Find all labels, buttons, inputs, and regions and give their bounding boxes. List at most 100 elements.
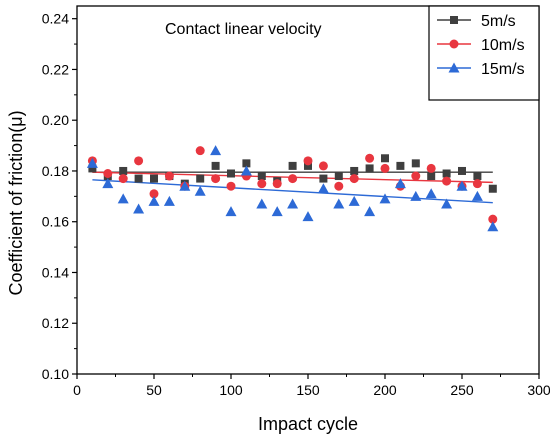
fit-line-15m-s <box>92 179 493 204</box>
point-15m-s <box>287 198 299 209</box>
point-10m-s <box>318 161 328 171</box>
point-10m-s <box>272 179 282 189</box>
x-tick-label: 0 <box>73 382 81 398</box>
point-10m-s <box>349 174 359 184</box>
point-15m-s <box>179 180 191 191</box>
point-10m-s <box>334 181 344 191</box>
legend-marker-5m-s <box>450 16 458 24</box>
point-15m-s <box>471 190 483 201</box>
legend-marker-10m-s <box>449 39 459 49</box>
point-10m-s <box>164 171 174 181</box>
point-5m-s <box>319 174 328 183</box>
point-10m-s <box>442 176 452 186</box>
point-15m-s <box>148 195 160 206</box>
point-10m-s <box>472 179 482 189</box>
point-5m-s <box>488 184 497 193</box>
point-15m-s <box>425 188 437 199</box>
point-10m-s <box>426 163 436 173</box>
point-10m-s <box>211 174 221 184</box>
point-15m-s <box>317 183 329 194</box>
point-15m-s <box>194 185 206 196</box>
point-5m-s <box>304 161 312 170</box>
point-5m-s <box>473 172 482 181</box>
point-5m-s <box>211 161 220 170</box>
point-5m-s <box>381 154 389 163</box>
y-tick-label: 0.24 <box>42 11 69 27</box>
point-10m-s <box>288 174 298 184</box>
point-5m-s <box>150 174 158 183</box>
point-10m-s <box>365 153 375 163</box>
axes-layer: 0 50 100 150 200 250 300 0.10 0.12 0.14 0.16 0.18 0.… <box>42 5 550 398</box>
point-15m-s <box>302 211 314 222</box>
point-15m-s <box>364 206 376 217</box>
point-5m-s <box>365 164 374 173</box>
point-5m-s <box>134 174 143 183</box>
point-5m-s <box>442 169 451 178</box>
legend-marker-15m-s <box>448 62 460 73</box>
point-15m-s <box>210 145 222 156</box>
point-15m-s <box>117 193 129 204</box>
point-5m-s <box>227 169 235 178</box>
point-15m-s <box>163 195 175 206</box>
point-10m-s <box>226 181 236 191</box>
point-10m-s <box>103 169 113 179</box>
point-15m-s <box>333 198 345 209</box>
point-5m-s <box>288 161 297 170</box>
y-tick-label: 0.16 <box>42 214 69 230</box>
point-15m-s <box>456 180 468 191</box>
point-15m-s <box>348 195 360 206</box>
point-15m-s <box>240 165 252 176</box>
point-5m-s <box>458 166 466 175</box>
y-tick-label: 0.14 <box>42 264 69 280</box>
point-5m-s <box>427 172 436 181</box>
x-tick-label: 150 <box>296 382 320 398</box>
point-5m-s <box>411 159 420 168</box>
point-10m-s <box>488 214 498 224</box>
legend: 5m/s 10m/s 15m/s <box>428 5 540 101</box>
point-10m-s <box>380 163 390 173</box>
point-5m-s <box>119 166 128 175</box>
y-tick-label: 0.22 <box>42 61 69 77</box>
point-15m-s <box>102 178 114 189</box>
point-15m-s <box>225 206 237 217</box>
point-5m-s <box>257 172 266 181</box>
point-15m-s <box>394 178 406 189</box>
x-tick-label: 200 <box>373 382 397 398</box>
point-5m-s <box>242 159 251 168</box>
legend-box <box>428 5 540 101</box>
y-tick-label: 0.20 <box>42 112 69 128</box>
point-15m-s <box>86 157 98 168</box>
point-5m-s <box>396 161 405 170</box>
point-10m-s <box>149 189 159 199</box>
legend-label-10m-s: 10m/s <box>481 37 525 54</box>
point-10m-s <box>118 174 128 184</box>
y-tick-label: 0.18 <box>42 163 69 179</box>
markers-layer <box>86 145 499 232</box>
x-tick-label: 300 <box>527 382 550 398</box>
point-15m-s <box>410 190 422 201</box>
point-10m-s <box>134 156 144 166</box>
point-15m-s <box>487 221 499 232</box>
legend-label-5m-s: 5m/s <box>481 13 516 30</box>
y-axis-title: Coefficient of friction(μ) <box>6 110 26 295</box>
y-tick-label: 0.12 <box>42 315 69 331</box>
point-5m-s <box>88 164 97 173</box>
x-tick-label: 50 <box>146 382 162 398</box>
x-tick-label: 250 <box>450 382 474 398</box>
point-10m-s <box>303 156 313 166</box>
point-15m-s <box>379 193 391 204</box>
point-5m-s <box>196 174 205 183</box>
x-axis-title: Impact cycle <box>258 414 358 434</box>
point-15m-s <box>256 198 268 209</box>
point-10m-s <box>195 146 205 156</box>
point-10m-s <box>257 179 267 189</box>
point-15m-s <box>133 203 145 214</box>
legend-label-15m-s: 15m/s <box>481 61 525 78</box>
point-10m-s <box>411 171 421 181</box>
x-tick-label: 100 <box>219 382 243 398</box>
point-15m-s <box>441 198 453 209</box>
point-5m-s <box>350 166 359 175</box>
point-5m-s <box>334 172 343 181</box>
